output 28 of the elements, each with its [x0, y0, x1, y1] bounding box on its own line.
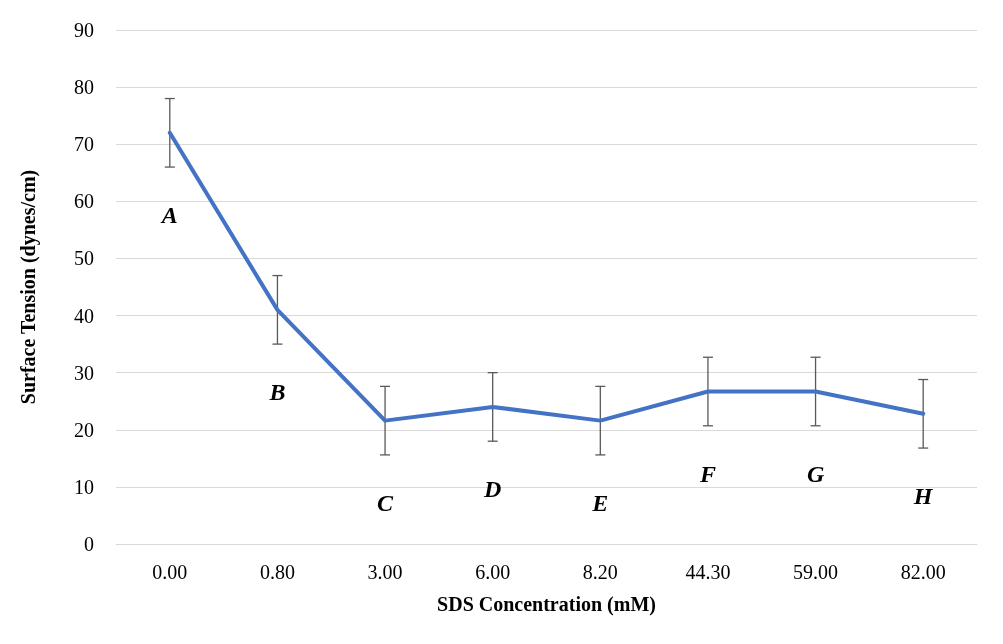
annotation: C [377, 489, 395, 516]
annotation: G [806, 460, 825, 487]
y-tick-label: 50 [74, 247, 94, 270]
x-tick-label: 59.00 [793, 561, 839, 583]
x-tick-label: 6.00 [475, 561, 511, 583]
annotation: H [912, 482, 934, 509]
y-tick-label: 30 [74, 361, 94, 384]
x-tick-label: 0.80 [259, 561, 295, 583]
x-tick-label: 0.00 [152, 561, 188, 583]
y-tick-label: 90 [74, 19, 94, 41]
annotation: F [698, 460, 716, 487]
y-tick-label: 80 [74, 76, 94, 99]
annotation: E [591, 489, 609, 516]
x-tick-label: 3.00 [367, 561, 403, 583]
x-tick-label: 44.30 [685, 561, 731, 583]
y-tick-label: 10 [74, 475, 94, 498]
x-axis-title: SDS Concentration (mM) [437, 593, 656, 616]
x-tick-label: 8.20 [582, 561, 618, 583]
annotation: D [483, 475, 502, 502]
annotation: B [268, 378, 286, 405]
y-tick-label: 70 [74, 133, 94, 156]
annotation: A [159, 201, 178, 228]
y-tick-label: 40 [74, 304, 94, 327]
y-tick-label: 20 [74, 418, 94, 441]
y-axis-title: Surface Tension (dynes/cm) [17, 169, 40, 405]
x-tick-label: 82.00 [900, 561, 946, 583]
y-tick-label: 0 [84, 533, 94, 555]
y-tick-label: 60 [74, 190, 94, 213]
